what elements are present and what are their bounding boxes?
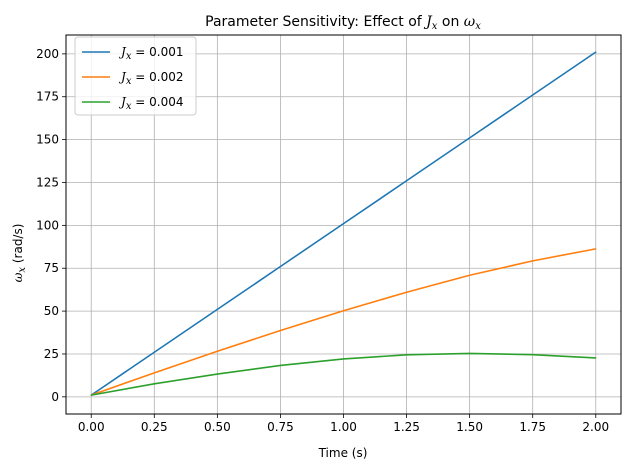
data-point xyxy=(90,394,92,396)
data-point xyxy=(342,223,345,225)
data-point xyxy=(153,351,155,353)
data-point xyxy=(595,248,597,250)
data-point xyxy=(216,373,218,375)
y-tick-label: 175 xyxy=(36,90,59,104)
data-point xyxy=(405,354,408,356)
x-tick-label: 0.75 xyxy=(267,420,294,434)
x-tick-label: 1.75 xyxy=(519,420,546,434)
data-point xyxy=(279,265,282,268)
data-point xyxy=(532,260,534,262)
data-point xyxy=(469,352,471,355)
data-point xyxy=(216,350,218,352)
y-axis-label: ωx (rad/s) xyxy=(11,224,28,283)
x-axis: 0.00 0.25 0.50 0.75 1.00 1.25 1.50 1.75 2.00 xyxy=(78,414,609,434)
x-tick-label: 1.00 xyxy=(330,420,357,434)
legend-label-series-1: Jx = 0.001 xyxy=(118,45,184,62)
y-tick-label: 125 xyxy=(36,175,59,189)
x-tick-label: 0.50 xyxy=(204,420,231,434)
data-point xyxy=(216,308,218,310)
chart-title-middle: on xyxy=(437,14,463,30)
chart-title-var1: J xyxy=(423,14,433,30)
chart-title-var2: ω xyxy=(464,14,476,30)
legend-entry: Jx = 0.004 xyxy=(82,95,184,112)
chart-title-prefix: Parameter Sensitivity: Effect of xyxy=(205,14,426,30)
data-point xyxy=(532,354,534,356)
data-point xyxy=(153,383,155,385)
data-point xyxy=(469,137,471,139)
legend-entry: Jx = 0.002 xyxy=(82,70,184,87)
y-tick-label: 50 xyxy=(44,304,59,318)
legend-entry: Jx = 0.001 xyxy=(82,45,184,62)
x-tick-label: 1.50 xyxy=(456,420,483,434)
x-tick-label: 1.25 xyxy=(393,420,420,434)
data-point xyxy=(469,274,471,276)
data-point xyxy=(342,358,345,360)
y-tick-label: 150 xyxy=(36,133,59,147)
chart-title-var1-sub: x xyxy=(432,21,438,32)
y-axis-label-rest: (rad/s) xyxy=(11,224,25,267)
legend-box xyxy=(74,36,197,116)
data-point xyxy=(279,364,282,367)
y-tick-label: 25 xyxy=(44,347,59,361)
chart-title-var2-sub: x xyxy=(475,21,481,32)
data-point xyxy=(342,310,345,312)
data-point xyxy=(153,372,155,374)
x-tick-label: 0.00 xyxy=(78,420,105,434)
y-axis-label-sub: x xyxy=(17,267,28,273)
y-tick-label: 75 xyxy=(44,261,59,275)
grid xyxy=(66,35,621,414)
data-point xyxy=(279,329,282,332)
y-axis: 0 25 50 75 100 125 150 175 200 xyxy=(36,47,66,404)
legend: Jx = 0.001 Jx = 0.002 Jx = 0.004 xyxy=(74,36,197,116)
x-axis-label: Time (s) xyxy=(318,446,368,460)
y-axis-label-var: ω xyxy=(11,272,25,282)
data-point xyxy=(405,291,408,293)
y-tick-label: 0 xyxy=(51,390,59,404)
data-point xyxy=(595,357,597,359)
x-tick-label: 2.00 xyxy=(582,420,609,434)
data-point xyxy=(532,94,534,96)
y-tick-label: 100 xyxy=(36,218,59,232)
data-point xyxy=(405,180,408,182)
legend-label-series-2: Jx = 0.002 xyxy=(118,70,184,87)
data-point xyxy=(595,51,597,53)
plot-frame xyxy=(65,34,622,415)
legend-label-series-3: Jx = 0.004 xyxy=(118,95,184,112)
series-lines xyxy=(90,51,597,396)
chart-title: Parameter Sensitivity: Effect of Jx on ω… xyxy=(205,14,481,32)
x-tick-label: 0.25 xyxy=(141,420,168,434)
y-tick-label: 200 xyxy=(36,47,59,61)
